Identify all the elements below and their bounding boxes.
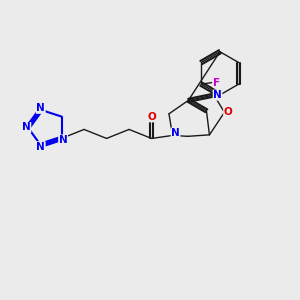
Text: N: N <box>22 122 31 133</box>
Text: O: O <box>224 107 233 117</box>
Text: N: N <box>171 128 180 138</box>
Text: F: F <box>213 78 220 88</box>
Text: N: N <box>213 90 222 100</box>
Text: N: N <box>36 142 45 152</box>
Text: N: N <box>59 135 68 145</box>
Text: O: O <box>147 112 156 122</box>
Text: N: N <box>36 103 45 113</box>
